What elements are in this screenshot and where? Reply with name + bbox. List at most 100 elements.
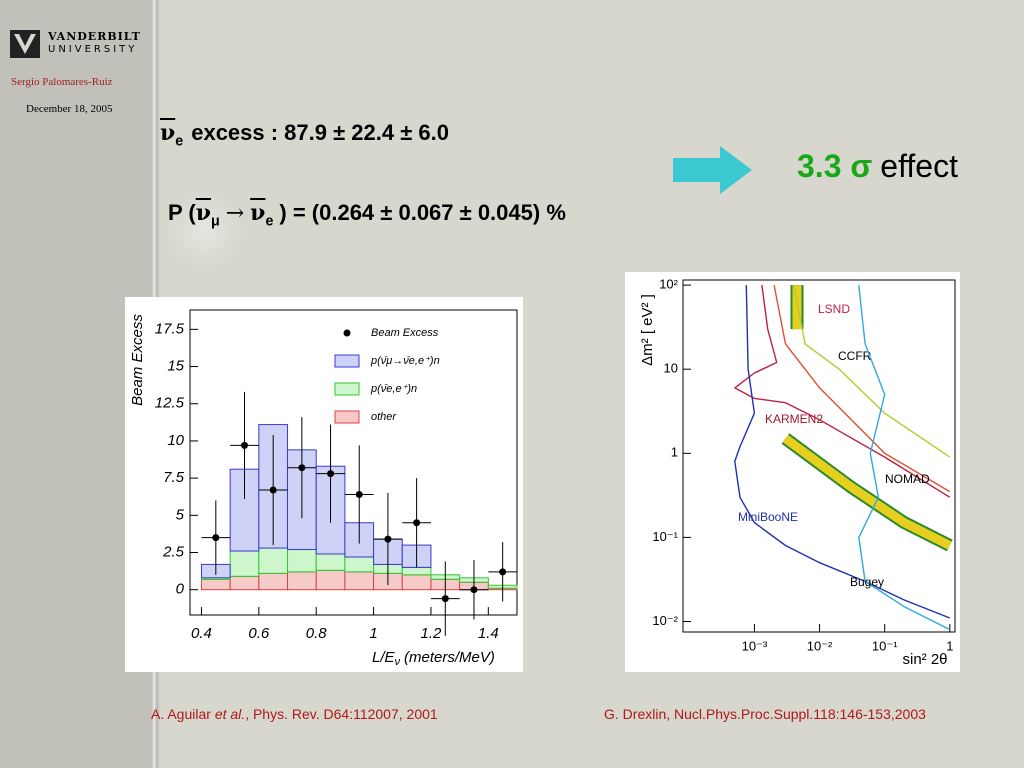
bar-segment bbox=[258, 547, 289, 574]
subscript: e bbox=[175, 133, 184, 150]
bar-segment bbox=[344, 571, 375, 591]
y-tick-label: 12.5 bbox=[155, 395, 185, 412]
bar-segment bbox=[315, 569, 346, 591]
curve-label: MiniBooNE bbox=[738, 510, 798, 524]
text: P ( bbox=[168, 200, 196, 225]
symbol: ν bbox=[195, 200, 211, 226]
excess-line: νe excess : 87.9 ± 22.4 ± 6.0 bbox=[160, 120, 449, 149]
data-point bbox=[269, 486, 277, 494]
exclusion-curve bbox=[793, 284, 951, 458]
text: effect bbox=[880, 148, 958, 184]
x-tick-label: 0.8 bbox=[306, 625, 328, 642]
data-point bbox=[212, 534, 220, 542]
data-point bbox=[298, 464, 306, 472]
subscript: μ bbox=[210, 213, 220, 230]
subscript: e bbox=[265, 213, 274, 230]
reference: G. Drexlin, Nucl.Phys.Proc.Suppl.118:146… bbox=[604, 706, 926, 722]
x-tick-label: 0.4 bbox=[191, 625, 212, 642]
bar-segment bbox=[401, 574, 432, 591]
authors: A. Aguilar bbox=[151, 706, 211, 722]
text: L/E bbox=[372, 649, 396, 666]
x-axis-label: sin² 2θ bbox=[902, 651, 947, 668]
exclusion-curve bbox=[734, 285, 951, 498]
data-point bbox=[499, 568, 507, 576]
bar-segment bbox=[258, 572, 289, 591]
data-point bbox=[384, 535, 392, 543]
y-tick-label: 0 bbox=[176, 581, 185, 598]
arrow bbox=[673, 146, 752, 194]
y-tick-label: 2.5 bbox=[162, 543, 185, 560]
y-axis-label: Beam Excess bbox=[129, 314, 146, 406]
subscript: ν bbox=[395, 656, 401, 668]
legend-marker bbox=[334, 382, 360, 396]
plot-frame bbox=[189, 309, 518, 616]
text: excess : 87.9 ± 22.4 ± 6.0 bbox=[191, 120, 449, 145]
curve-label: LSND bbox=[818, 302, 850, 316]
text: ) = (0.264 ± 0.067 ± 0.045) % bbox=[279, 200, 566, 225]
bar-segment bbox=[229, 550, 260, 577]
bar-segment bbox=[315, 553, 346, 571]
exclusion-curve bbox=[734, 285, 951, 619]
curve-label: NOMAD bbox=[885, 472, 930, 486]
x-tick-label: 1.4 bbox=[478, 625, 499, 642]
exclusion-curve bbox=[773, 284, 951, 493]
reference: A. Aguilar et al., Phys. Rev. D64:112007… bbox=[151, 706, 438, 722]
data-point bbox=[470, 586, 478, 594]
y-tick-label: 1 bbox=[671, 445, 678, 460]
bar-segment bbox=[229, 575, 260, 591]
logo-text: VANDERBILT bbox=[48, 30, 141, 43]
probability-line: P (νμ → νe) = (0.264 ± 0.067 ± 0.045) % bbox=[168, 200, 566, 229]
legend-label: p(ν̄μ→ν̄e,e⁺)n bbox=[370, 355, 440, 367]
y-tick-label: 10 bbox=[167, 432, 184, 449]
citation: , Phys. Rev. D64:112007, 2001 bbox=[245, 706, 438, 722]
x-tick-label: 10⁻¹ bbox=[872, 638, 898, 653]
data-point bbox=[327, 470, 335, 478]
y-tick-label: 10⁻¹ bbox=[652, 529, 678, 544]
bar-segment bbox=[287, 549, 317, 573]
legend-marker bbox=[334, 354, 360, 368]
y-tick-label: 10 bbox=[664, 361, 678, 376]
data-point bbox=[241, 441, 248, 449]
logo bbox=[10, 30, 40, 58]
x-tick-label: 10⁻² bbox=[807, 638, 833, 653]
plot-frame bbox=[682, 279, 956, 633]
effect: 3.3 σ effect bbox=[797, 148, 958, 185]
curve-label: Bugey bbox=[850, 575, 884, 589]
bar-segment bbox=[344, 556, 375, 573]
significance: 3.3 σ bbox=[797, 148, 873, 184]
author: Sergio Palomares-Ruiz bbox=[11, 76, 113, 88]
logo-text: UNIVERSITY bbox=[48, 44, 138, 55]
legend-marker bbox=[334, 410, 360, 424]
y-tick-label: 10² bbox=[659, 277, 678, 292]
x-tick-label: 10⁻³ bbox=[742, 638, 768, 653]
curve-label: KARMEN2 bbox=[765, 412, 823, 426]
bar-segment bbox=[287, 571, 317, 591]
legend-label: Beam Excess bbox=[371, 327, 439, 339]
legend-marker bbox=[343, 329, 351, 337]
x-tick-label: 1 bbox=[946, 638, 953, 653]
x-tick-label: 1.2 bbox=[421, 625, 443, 642]
x-tick-label: 0.6 bbox=[248, 625, 270, 642]
x-tick-label: 1 bbox=[369, 625, 377, 642]
bar-segment bbox=[401, 566, 432, 576]
text: (meters/MeV) bbox=[404, 649, 495, 666]
allowed-region bbox=[782, 285, 952, 550]
data-point bbox=[413, 519, 421, 527]
data-point bbox=[355, 490, 363, 498]
symbol: ν bbox=[250, 200, 266, 226]
x-axis-label: L/Eν (meters/MeV) bbox=[372, 649, 495, 668]
symbol: ν bbox=[160, 120, 176, 146]
date: December 18, 2005 bbox=[26, 103, 113, 115]
y-tick-label: 15 bbox=[167, 358, 184, 375]
data-point bbox=[441, 595, 449, 603]
y-axis-label: Δm² [ eV² ] bbox=[639, 294, 656, 366]
chart-panel bbox=[625, 272, 960, 672]
legend-label: p(ν̄e,e⁺)n bbox=[370, 383, 417, 395]
legend-label: other bbox=[371, 411, 397, 423]
bar-segment bbox=[200, 578, 231, 591]
y-tick-label: 10⁻² bbox=[652, 613, 678, 628]
y-tick-label: 17.5 bbox=[155, 320, 185, 337]
exclusion-curve bbox=[858, 285, 951, 631]
